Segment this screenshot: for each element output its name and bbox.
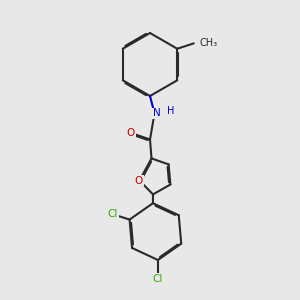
Text: N: N [153,108,161,118]
Text: Cl: Cl [108,209,118,220]
Text: H: H [167,106,175,116]
Text: Cl: Cl [153,274,163,284]
Text: O: O [135,176,143,186]
Text: CH₃: CH₃ [199,38,217,48]
Text: O: O [127,128,135,138]
